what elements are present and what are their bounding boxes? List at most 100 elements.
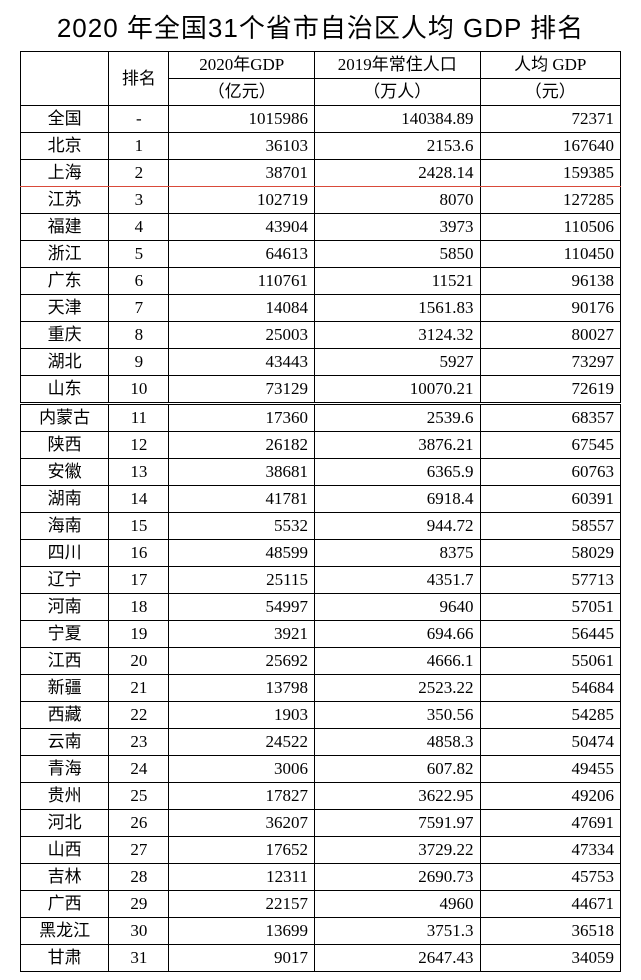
table-row: 湖南14417816918.460391 — [21, 486, 621, 513]
cell-pop: 3876.21 — [314, 432, 480, 459]
cell-gdp: 64613 — [169, 241, 314, 268]
table-row: 宁夏193921694.6656445 — [21, 621, 621, 648]
cell-pc: 60391 — [480, 486, 621, 513]
cell-rank: 14 — [109, 486, 169, 513]
cell-region: 江西 — [21, 648, 109, 675]
cell-region: 湖南 — [21, 486, 109, 513]
cell-rank: 15 — [109, 513, 169, 540]
table-row: 西藏221903350.5654285 — [21, 702, 621, 729]
cell-pc: 34059 — [480, 945, 621, 972]
cell-gdp: 17827 — [169, 783, 314, 810]
table-row: 广西2922157496044671 — [21, 891, 621, 918]
table-row: 广东61107611152196138 — [21, 268, 621, 295]
cell-region: 山东 — [21, 376, 109, 404]
cell-region: 全国 — [21, 106, 109, 133]
cell-gdp: 36207 — [169, 810, 314, 837]
cell-pc: 45753 — [480, 864, 621, 891]
cell-region: 吉林 — [21, 864, 109, 891]
cell-pc: 159385 — [480, 160, 621, 187]
cell-region: 天津 — [21, 295, 109, 322]
cell-pop: 6365.9 — [314, 459, 480, 486]
cell-gdp: 41781 — [169, 486, 314, 513]
header-region — [21, 52, 109, 106]
cell-gdp: 9017 — [169, 945, 314, 972]
cell-pop: 4960 — [314, 891, 480, 918]
cell-gdp: 25003 — [169, 322, 314, 349]
cell-region: 江苏 — [21, 187, 109, 214]
cell-pc: 90176 — [480, 295, 621, 322]
cell-pc: 110450 — [480, 241, 621, 268]
page-title: 2020 年全国31个省市自治区人均 GDP 排名 — [20, 8, 621, 45]
cell-region: 四川 — [21, 540, 109, 567]
cell-region: 北京 — [21, 133, 109, 160]
cell-pop: 140384.89 — [314, 106, 480, 133]
cell-pop: 3729.22 — [314, 837, 480, 864]
header-rank: 排名 — [109, 52, 169, 106]
cell-pop: 8070 — [314, 187, 480, 214]
table-row: 内蒙古11173602539.668357 — [21, 404, 621, 432]
cell-gdp: 13798 — [169, 675, 314, 702]
cell-region: 辽宁 — [21, 567, 109, 594]
cell-rank: 28 — [109, 864, 169, 891]
cell-rank: 27 — [109, 837, 169, 864]
cell-pop: 7591.97 — [314, 810, 480, 837]
cell-gdp: 14084 — [169, 295, 314, 322]
cell-pop: 2153.6 — [314, 133, 480, 160]
cell-pop: 350.56 — [314, 702, 480, 729]
cell-gdp: 13699 — [169, 918, 314, 945]
gdp-ranking-table: 排名 2020年GDP 2019年常住人口 人均 GDP （亿元） （万人） （… — [20, 51, 621, 972]
cell-pop: 3622.95 — [314, 783, 480, 810]
cell-pc: 57051 — [480, 594, 621, 621]
cell-gdp: 36103 — [169, 133, 314, 160]
cell-region: 新疆 — [21, 675, 109, 702]
cell-pop: 9640 — [314, 594, 480, 621]
cell-gdp: 102719 — [169, 187, 314, 214]
cell-region: 上海 — [21, 160, 109, 187]
table-row: 新疆21137982523.2254684 — [21, 675, 621, 702]
cell-pc: 57713 — [480, 567, 621, 594]
cell-pc: 49206 — [480, 783, 621, 810]
cell-pop: 2690.73 — [314, 864, 480, 891]
cell-pc: 54285 — [480, 702, 621, 729]
table-row: 河北26362077591.9747691 — [21, 810, 621, 837]
cell-gdp: 3006 — [169, 756, 314, 783]
cell-rank: 13 — [109, 459, 169, 486]
cell-region: 陕西 — [21, 432, 109, 459]
header-pc-unit: （元） — [480, 79, 621, 106]
cell-rank: 8 — [109, 322, 169, 349]
cell-pop: 11521 — [314, 268, 480, 295]
table-row: 山西27176523729.2247334 — [21, 837, 621, 864]
cell-rank: 1 — [109, 133, 169, 160]
cell-region: 河北 — [21, 810, 109, 837]
cell-rank: 5 — [109, 241, 169, 268]
cell-pop: 2647.43 — [314, 945, 480, 972]
cell-pc: 49455 — [480, 756, 621, 783]
cell-region: 宁夏 — [21, 621, 109, 648]
cell-gdp: 73129 — [169, 376, 314, 404]
table-header: 排名 2020年GDP 2019年常住人口 人均 GDP （亿元） （万人） （… — [21, 52, 621, 106]
cell-rank: - — [109, 106, 169, 133]
cell-gdp: 26182 — [169, 432, 314, 459]
cell-region: 内蒙古 — [21, 404, 109, 432]
cell-gdp: 17360 — [169, 404, 314, 432]
cell-pop: 5850 — [314, 241, 480, 268]
cell-rank: 24 — [109, 756, 169, 783]
cell-region: 河南 — [21, 594, 109, 621]
cell-pc: 127285 — [480, 187, 621, 214]
table-body: 全国-1015986140384.8972371北京1361032153.616… — [21, 106, 621, 972]
table-row: 湖北943443592773297 — [21, 349, 621, 376]
table-row: 辽宁17251154351.757713 — [21, 567, 621, 594]
cell-pop: 8375 — [314, 540, 480, 567]
cell-region: 云南 — [21, 729, 109, 756]
table-row: 安徽13386816365.960763 — [21, 459, 621, 486]
cell-gdp: 24522 — [169, 729, 314, 756]
cell-region: 重庆 — [21, 322, 109, 349]
cell-rank: 23 — [109, 729, 169, 756]
cell-gdp: 3921 — [169, 621, 314, 648]
table-row: 甘肃3190172647.4334059 — [21, 945, 621, 972]
cell-gdp: 25115 — [169, 567, 314, 594]
table-row: 河南1854997964057051 — [21, 594, 621, 621]
table-row: 吉林28123112690.7345753 — [21, 864, 621, 891]
cell-rank: 19 — [109, 621, 169, 648]
cell-pc: 47691 — [480, 810, 621, 837]
